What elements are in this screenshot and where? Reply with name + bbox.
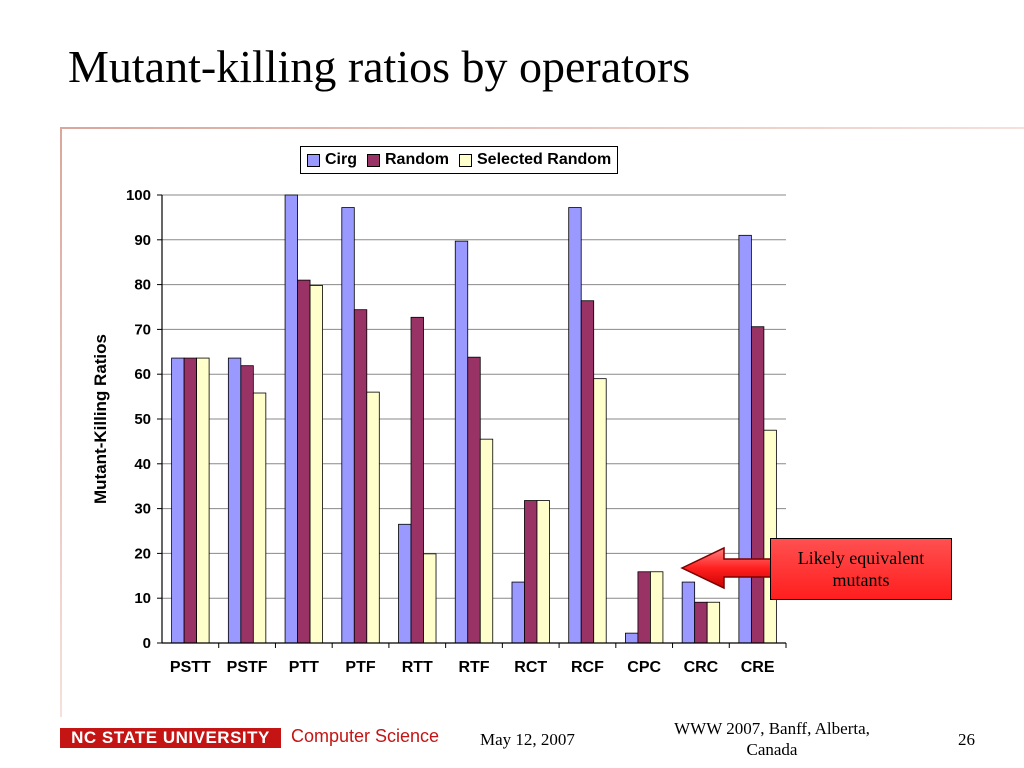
legend-swatch-selected-random: [459, 153, 472, 167]
left-divider: [60, 127, 62, 717]
bar-selected-random-rct: [536, 500, 550, 644]
bar-random-cre: [750, 326, 765, 644]
bar-selected-random-rtf: [479, 438, 494, 644]
bar-chart: 0 10 20 30 40 50 60 70 80 90 100 PSTT PSTF PTT PTF RTT R…: [91, 187, 787, 676]
y-tick-label: 90: [134, 232, 151, 249]
bar-random-rtf: [467, 356, 481, 644]
bar-selected-random-ptt: [309, 285, 323, 644]
bar-cirg-pstt: [171, 357, 185, 644]
bar-random-crc: [694, 601, 708, 644]
legend-swatch-cirg: [307, 153, 320, 167]
x-tick-label: CPC: [627, 659, 661, 676]
bar-cirg-ptt: [284, 194, 298, 644]
legend-swatch-random: [367, 153, 380, 167]
bar-random-cpc: [637, 571, 651, 644]
x-tick-label: PSTF: [227, 659, 268, 676]
legend-label-random: Random: [385, 151, 449, 168]
arrow-icon: [680, 546, 779, 590]
y-tick-label: 40: [134, 456, 151, 473]
bar-selected-random-pstf: [252, 392, 267, 644]
bar-selected-random-rcf: [593, 378, 607, 644]
bar-cirg-cpc: [625, 632, 639, 644]
bar-cirg-rct: [511, 581, 525, 644]
bar-selected-random-crc: [706, 601, 721, 644]
university-logo: NC STATE UNIVERSITY: [60, 728, 281, 748]
x-tick-label: CRC: [684, 659, 719, 676]
bar-random-rct: [524, 500, 538, 644]
x-tick-label: PTT: [289, 659, 319, 676]
x-tick-label: CRE: [741, 659, 775, 676]
x-tick-label: RTF: [458, 659, 489, 676]
y-tick-label: 50: [134, 411, 151, 428]
y-tick-label: 20: [134, 545, 151, 562]
bar-random-rtt: [410, 316, 424, 644]
y-tick-label: 0: [143, 635, 151, 652]
x-tick-label: PSTT: [170, 659, 211, 676]
bar-random-pstt: [183, 357, 198, 644]
bar-selected-random-rtt: [423, 553, 437, 644]
department-name: Computer Science: [291, 726, 440, 746]
x-tick-label: RCT: [514, 659, 547, 676]
y-axis-label: Mutant-Killing Ratios: [91, 334, 110, 504]
page-number: 26: [958, 730, 975, 749]
y-tick-label: 60: [134, 366, 151, 383]
conference-info: WWW 2007, Banff, Alberta, Canada: [674, 719, 870, 759]
bar-cirg-rtf: [454, 240, 469, 644]
chart-legend: Cirg Random Selected Random: [300, 146, 619, 174]
presentation-date: May 12, 2007: [480, 730, 575, 749]
bar-random-ptf: [353, 309, 368, 644]
bar-cirg-rtt: [398, 523, 412, 644]
legend-entry-cirg: Cirg: [307, 151, 357, 169]
bar-random-pstf: [240, 365, 254, 644]
top-divider: [60, 127, 1024, 129]
bar-random-rcf: [580, 300, 595, 644]
bar-selected-random-cre: [763, 429, 777, 644]
callout-text: Likely equivalent mutants: [797, 548, 925, 590]
legend-entry-selected-random: Selected Random: [459, 151, 611, 169]
equivalent-mutants-callout: Likely equivalent mutants: [770, 538, 952, 600]
x-tick-label: PTF: [345, 659, 375, 676]
y-tick-label: 80: [134, 277, 151, 294]
bar-cirg-rcf: [568, 207, 582, 644]
bar-selected-random-ptf: [366, 391, 380, 644]
bar-random-ptt: [297, 279, 311, 644]
slide-title: Mutant-killing ratios by operators: [68, 41, 691, 92]
bar-selected-random-pstt: [196, 357, 210, 644]
legend-label-cirg: Cirg: [325, 151, 357, 168]
bar-cirg-crc: [681, 581, 696, 644]
legend-entry-random: Random: [367, 151, 449, 169]
y-tick-label: 10: [134, 590, 151, 607]
bar-cirg-ptf: [341, 207, 355, 644]
x-tick-label: RCF: [571, 659, 604, 676]
y-tick-label: 100: [126, 187, 151, 204]
y-tick-label: 30: [134, 501, 151, 518]
bar-cirg-pstf: [227, 357, 242, 644]
bar-selected-random-cpc: [650, 571, 664, 644]
x-tick-label: RTT: [402, 659, 433, 676]
y-tick-label: 70: [134, 321, 151, 338]
legend-label-selected-random: Selected Random: [477, 151, 612, 168]
